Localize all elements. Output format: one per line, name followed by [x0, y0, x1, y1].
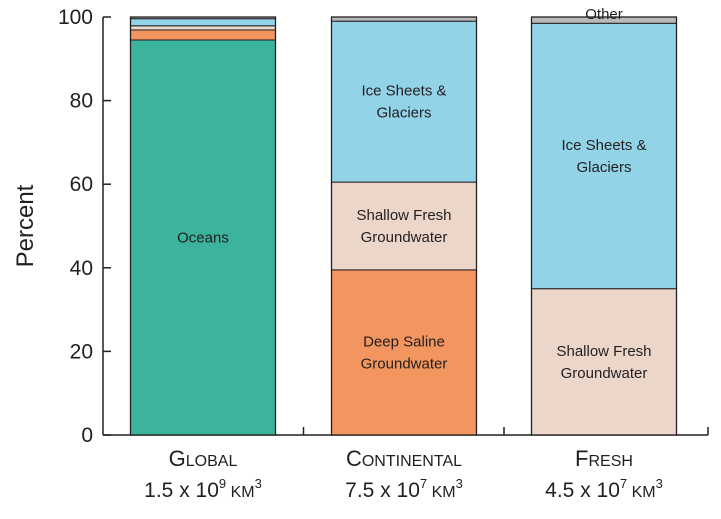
category-name: GLOBAL [169, 446, 238, 471]
bar-segment [130, 25, 276, 31]
y-axis-label: Percent [12, 184, 39, 267]
category-name: CONTINENTAL [346, 446, 462, 471]
bar-segment [130, 18, 276, 27]
y-tick-label: 20 [70, 340, 93, 363]
y-tick-label: 100 [58, 6, 93, 29]
bar-segment [130, 39, 276, 436]
bar-outline [330, 16, 478, 436]
category-volume: 1.5 x 109 KM3 [144, 476, 262, 502]
segment-label: Deep Saline Groundwater [361, 333, 448, 372]
bar-outline [530, 16, 678, 436]
axes: 0 20 40 60 80 100 Percent [12, 6, 709, 447]
category-name: FRESH [575, 446, 633, 471]
y-tick-label: 60 [70, 173, 93, 196]
y-tick-label: 0 [81, 424, 93, 447]
y-tick-label: 40 [70, 257, 93, 280]
segment-label: Ice Sheets & Glaciers [361, 83, 446, 122]
segment-label: Other [585, 6, 623, 23]
bar-segment [130, 29, 276, 41]
labels: Oceans Deep Saline Groundwater Shallow Fres… [144, 6, 663, 502]
bar-segment [331, 181, 477, 271]
segment-label: Oceans [177, 229, 229, 246]
bar-segment [531, 22, 677, 290]
category-volume: 7.5 x 107 KM3 [345, 476, 463, 502]
y-tick-label: 80 [70, 90, 93, 113]
segment-label: Shallow Fresh Groundwater [556, 343, 651, 382]
bar-segment [331, 20, 477, 183]
bar-segment [331, 269, 477, 436]
segment-label: Ice Sheets & Glaciers [561, 137, 646, 176]
bars [129, 16, 678, 436]
bar-segment [531, 288, 677, 436]
category-volume: 4.5 x 107 KM3 [545, 476, 663, 502]
segment-label: Shallow Fresh Groundwater [356, 207, 451, 246]
bar-outline [129, 16, 277, 436]
